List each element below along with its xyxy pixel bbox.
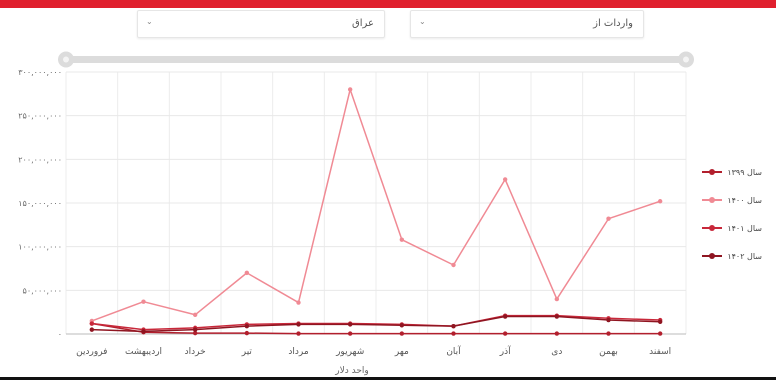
trade-flow-select[interactable]: واردات از ⌄ [410,10,644,38]
x-axis: فروردین اردیبهشت خرداد تیر مرداد شهریور مهر آبا… [76,345,671,357]
country-select[interactable]: عراق ⌄ [137,10,385,38]
legend-swatch-marker [709,253,715,259]
data-point [89,327,95,332]
data-point [451,331,456,336]
data-point [399,237,405,242]
data-point [502,314,508,319]
data-point [244,323,250,329]
data-point [192,330,198,336]
legend-label: سال ۱۳۹۹ [727,168,762,177]
series-line [91,88,661,322]
data-point [451,323,456,329]
chevron-down-icon: ⌄ [146,17,153,26]
x-tick-label: دی [551,347,562,357]
x-tick-label: اسفند [649,347,671,357]
x-axis-title: واحد دلار [334,366,368,376]
trade-flow-select-value: واردات از [593,18,633,29]
data-point [296,331,301,336]
grid [65,71,687,335]
data-point [347,331,353,336]
data-point [554,331,560,336]
x-tick-label: اردیبهشت [125,347,162,357]
y-tick-label: ۲۵۰,۰۰۰,۰۰۰ [18,112,62,121]
series-line [91,314,661,331]
series-group [89,87,663,336]
range-slider-left-handle-dot [63,56,69,63]
data-point [296,322,301,327]
data-point [606,216,611,221]
legend-swatch-marker [709,197,715,203]
x-tick-label: خرداد [185,347,206,357]
data-point [347,322,353,327]
y-tick-label: ۱۰۰,۰۰۰,۰۰۰ [18,243,62,252]
data-point [399,323,405,328]
data-point [141,329,146,334]
data-point [502,331,508,336]
range-slider-track [66,56,686,63]
x-tick-label: مهر [394,347,409,357]
x-tick-label: مرداد [288,347,308,357]
legend-label: سال ۱۴۰۲ [727,252,762,261]
data-point [192,312,198,317]
data-point [244,270,250,276]
data-point [244,330,250,336]
x-tick-label: شهریور [335,347,364,357]
y-tick-label: ۳۰۰,۰۰۰,۰۰۰ [18,68,62,77]
legend-swatch-marker [709,169,715,175]
x-tick-label: آذر [499,345,511,357]
top-accent-bar [0,0,776,8]
data-point [399,331,405,336]
bottom-bar [0,377,776,380]
y-axis: ۰ ۵۰,۰۰۰,۰۰۰ ۱۰۰,۰۰۰,۰۰۰ ۱۵۰,۰۰۰,۰۰۰ ۲۰۰,۰۰۰… [18,68,62,339]
x-tick-label: آبان [446,345,461,357]
x-tick-label: فروردین [76,347,107,357]
series-line [91,322,661,335]
legend-label: سال ۱۴۰۱ [727,224,762,233]
data-point [141,299,146,304]
legend-swatch-marker [709,225,715,231]
data-point [554,296,560,302]
x-tick-label: تیر [241,347,253,357]
legend-label: سال ۱۴۰۰ [727,196,762,205]
data-point [606,317,611,323]
data-point [192,327,198,332]
legend: سال ۱۳۹۹ سال ۱۴۰۰ سال ۱۴۰۱ سال ۱۴۰۲ [702,168,762,261]
y-tick-label: ۲۰۰,۰۰۰,۰۰۰ [18,155,62,164]
data-point [657,319,663,324]
data-point [657,331,663,336]
country-select-value: عراق [351,18,374,29]
x-tick-label: بهمن [599,347,618,357]
data-point [606,331,611,336]
range-slider[interactable] [58,51,694,68]
data-point [347,87,353,92]
y-tick-label: ۵۰,۰۰۰,۰۰۰ [23,286,62,295]
y-tick-label: ۰ [58,330,62,339]
chevron-down-icon: ⌄ [419,17,426,26]
data-point [502,177,508,182]
data-point [451,262,456,268]
y-tick-label: ۱۵۰,۰۰۰,۰۰۰ [18,199,62,208]
data-point [554,314,560,319]
data-point [296,300,301,305]
data-point [89,321,95,326]
data-point [657,199,663,204]
range-slider-right-handle-dot [683,56,689,63]
series-line [91,315,661,333]
